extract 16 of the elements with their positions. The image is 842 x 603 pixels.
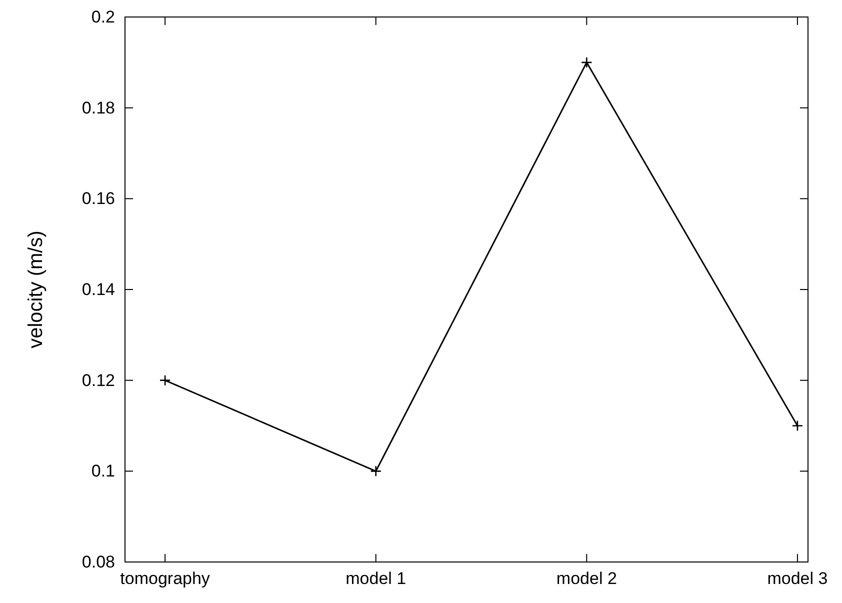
point — [792, 420, 804, 432]
point — [159, 374, 171, 386]
y-tick-label: 0.12 — [82, 370, 115, 390]
y-tick-label: 0.1 — [91, 462, 115, 481]
y-tick-label: 0.16 — [82, 189, 115, 208]
x-tick-label: model 2 — [556, 569, 617, 588]
x-tick-label: tomography — [120, 569, 210, 588]
y-tick-label: 0.2 — [91, 7, 115, 26]
point — [370, 466, 382, 477]
y-tick-label: 0.08 — [82, 552, 115, 572]
y-axis-title: velocity (m/s) — [25, 230, 47, 348]
y-tick-label: 0.18 — [82, 98, 115, 118]
x-tick-label: model 3 — [767, 569, 828, 588]
point — [581, 56, 592, 68]
x-tick-label: model 1 — [346, 569, 406, 588]
y-tick-label: 0.14 — [82, 280, 115, 299]
